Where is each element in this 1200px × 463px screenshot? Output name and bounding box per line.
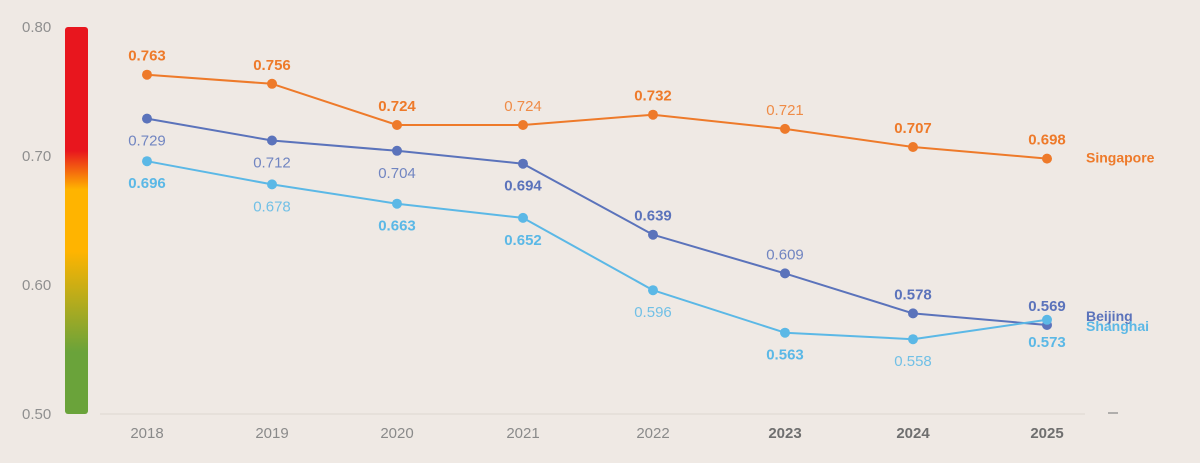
data-label: 0.563 — [766, 347, 804, 364]
series-name-shanghai: Shanghai — [1086, 318, 1149, 334]
data-label: 0.724 — [378, 98, 416, 115]
x-tick-label: 2024 — [896, 425, 930, 442]
data-label: 0.712 — [253, 155, 291, 172]
data-point — [648, 229, 658, 240]
y-tick-label: 0.70 — [22, 148, 51, 165]
data-label: 0.732 — [634, 88, 672, 105]
data-point — [392, 120, 402, 130]
data-point — [780, 123, 790, 134]
data-point — [1042, 314, 1052, 325]
data-label: 0.578 — [894, 286, 932, 303]
series-line-beijing — [146, 117, 1048, 326]
x-tick-label: 2023 — [768, 425, 801, 442]
x-tick-label: 2022 — [636, 425, 669, 442]
data-point — [518, 212, 528, 223]
series-line-shanghai — [146, 160, 1048, 341]
data-point — [267, 78, 277, 89]
data-label: 0.721 — [766, 102, 804, 119]
data-point — [142, 69, 152, 80]
data-point — [392, 145, 402, 156]
x-tick-label: 2019 — [255, 425, 288, 442]
data-point — [518, 158, 528, 169]
data-label: 0.558 — [894, 353, 932, 370]
data-label: 0.694 — [504, 178, 542, 195]
data-point — [142, 156, 152, 167]
data-label: 0.639 — [634, 208, 672, 225]
data-label: 0.729 — [128, 133, 166, 150]
y-axis-ticks: 0.50 0.60 0.70 0.80 — [22, 19, 51, 423]
y-tick-label: 0.80 — [22, 19, 51, 36]
data-point — [908, 308, 918, 319]
data-label: 0.763 — [128, 48, 166, 65]
x-tick-label: 2025 — [1030, 425, 1063, 442]
x-tick-label: 2021 — [506, 425, 539, 442]
data-point — [648, 109, 658, 120]
data-label: 0.698 — [1028, 132, 1066, 149]
x-tick-label: 2018 — [130, 425, 163, 442]
data-label: 0.663 — [378, 218, 416, 235]
data-labels: 0.763 0.756 0.724 0.724 0.732 0.721 0.707 0.698… — [128, 48, 1066, 371]
data-label: 0.596 — [634, 304, 672, 321]
series-points — [142, 69, 1052, 345]
color-scale-bar — [65, 27, 88, 414]
series-name-singapore: Singapore — [1086, 150, 1155, 166]
data-point — [908, 142, 918, 152]
data-point — [142, 113, 152, 124]
data-point — [1042, 153, 1052, 164]
data-label: 0.707 — [894, 120, 932, 137]
data-label: 0.678 — [253, 198, 291, 215]
data-point — [780, 268, 790, 279]
x-axis-ticks: 2018 2019 2020 2021 2022 2023 2024 2025 — [130, 425, 1063, 442]
data-point — [780, 327, 790, 338]
data-label: 0.573 — [1028, 334, 1066, 351]
series-name-beijing: Beijing — [1086, 308, 1133, 324]
data-point — [267, 135, 277, 146]
data-label: 0.569 — [1028, 298, 1066, 315]
data-point — [518, 120, 528, 130]
data-label: 0.696 — [128, 175, 166, 192]
data-label: 0.609 — [766, 246, 804, 263]
data-point — [392, 198, 402, 209]
data-label: 0.652 — [504, 232, 542, 249]
data-point — [267, 179, 277, 190]
data-point — [648, 285, 658, 296]
data-label: 0.704 — [378, 165, 416, 182]
data-label: 0.724 — [504, 98, 542, 115]
y-tick-label: 0.50 — [22, 406, 51, 423]
y-tick-label: 0.60 — [22, 277, 51, 294]
series-lines — [146, 73, 1048, 341]
series-line-singapore — [146, 73, 1048, 160]
x-tick-label: 2020 — [380, 425, 413, 442]
data-label: 0.756 — [253, 57, 291, 74]
data-point — [908, 334, 918, 345]
